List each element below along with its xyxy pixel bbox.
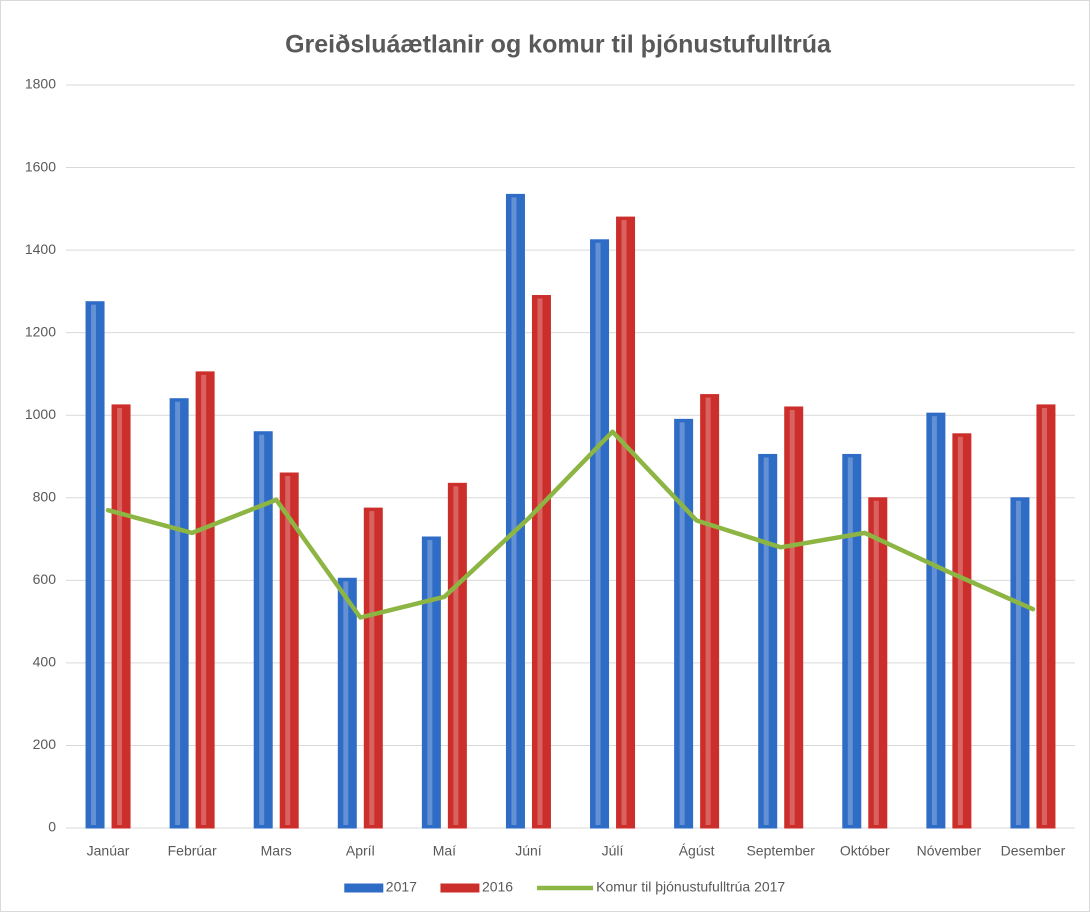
- bar-highlight: [117, 407, 123, 825]
- legend-label: 2017: [386, 879, 417, 895]
- bar-highlight: [705, 397, 711, 825]
- bar-highlight: [369, 511, 375, 825]
- bar: [169, 398, 189, 829]
- bar: [447, 482, 467, 829]
- bar-highlight: [259, 434, 265, 825]
- x-tick-label: Júní: [515, 843, 542, 859]
- x-tick-label: Mars: [261, 843, 292, 859]
- bar: [253, 431, 273, 829]
- bar-highlight: [763, 457, 769, 825]
- y-tick-label: 400: [33, 654, 57, 670]
- chart-title: Greiðsluáætlanir og komur til þjónustufu…: [285, 31, 832, 59]
- bar-highlight: [285, 476, 291, 825]
- bar: [85, 301, 105, 829]
- bar-highlight: [595, 242, 601, 825]
- bar-highlight: [427, 539, 433, 825]
- bar: [363, 507, 383, 829]
- x-tick-label: Apríl: [346, 843, 375, 859]
- bar: [674, 418, 694, 829]
- bar: [784, 406, 804, 829]
- bar: [842, 453, 862, 829]
- x-tick-label: September: [746, 843, 815, 859]
- y-tick-label: 800: [33, 488, 57, 504]
- legend-swatch: [344, 883, 384, 893]
- bar: [1010, 497, 1030, 829]
- legend-label: 2016: [482, 879, 513, 895]
- x-tick-label: Desember: [1001, 843, 1066, 859]
- legend-swatch: [440, 883, 480, 893]
- bar: [590, 239, 610, 829]
- x-tick-label: Nóvember: [917, 843, 982, 859]
- bar-highlight: [453, 486, 459, 825]
- bar: [952, 433, 972, 829]
- bar-highlight: [1041, 407, 1047, 825]
- bar-highlight: [537, 298, 543, 825]
- y-tick-label: 600: [33, 571, 57, 587]
- bar-highlight: [621, 220, 627, 826]
- bar-highlight: [175, 401, 181, 825]
- bar: [758, 453, 778, 829]
- bar: [926, 412, 946, 829]
- x-tick-label: Maí: [433, 843, 456, 859]
- x-tick-label: Janúar: [87, 843, 130, 859]
- legend: 2017 2016 Komur til þjónustufulltrúa 2017: [344, 879, 785, 895]
- bar: [337, 577, 357, 829]
- legend-label: Komur til þjónustufulltrúa 2017: [596, 879, 785, 895]
- bar-highlight: [847, 457, 853, 825]
- bar-highlight: [343, 581, 349, 825]
- bar-highlight: [511, 197, 517, 825]
- bar: [505, 193, 525, 829]
- bar-highlight: [873, 500, 879, 825]
- y-tick-label: 0: [48, 819, 56, 835]
- x-tick-label: Ágúst: [679, 843, 715, 859]
- bar-highlight: [957, 436, 963, 825]
- bar-highlight: [91, 304, 97, 825]
- bar-highlight: [201, 374, 207, 825]
- bar: [421, 536, 441, 829]
- bar: [700, 394, 720, 829]
- bar: [195, 371, 215, 829]
- x-tick-label: Júlí: [602, 843, 624, 859]
- bar: [531, 295, 551, 829]
- y-tick-label: 1400: [25, 241, 56, 257]
- y-tick-label: 1000: [25, 406, 56, 422]
- y-tick-label: 1600: [25, 158, 56, 174]
- bar-highlight: [789, 409, 795, 825]
- y-tick-label: 1800: [25, 76, 56, 92]
- bar-highlight: [1015, 500, 1021, 825]
- y-tick-label: 1200: [25, 323, 56, 339]
- bar-highlight: [679, 422, 685, 825]
- bar: [868, 497, 888, 829]
- y-tick-label: 200: [33, 736, 57, 752]
- x-tick-label: Febrúar: [168, 843, 217, 859]
- bar: [616, 216, 636, 829]
- bar: [279, 472, 299, 829]
- bar: [1036, 404, 1056, 829]
- bar-highlight: [931, 416, 937, 825]
- line: [105, 429, 1036, 620]
- x-tick-label: Október: [840, 843, 890, 859]
